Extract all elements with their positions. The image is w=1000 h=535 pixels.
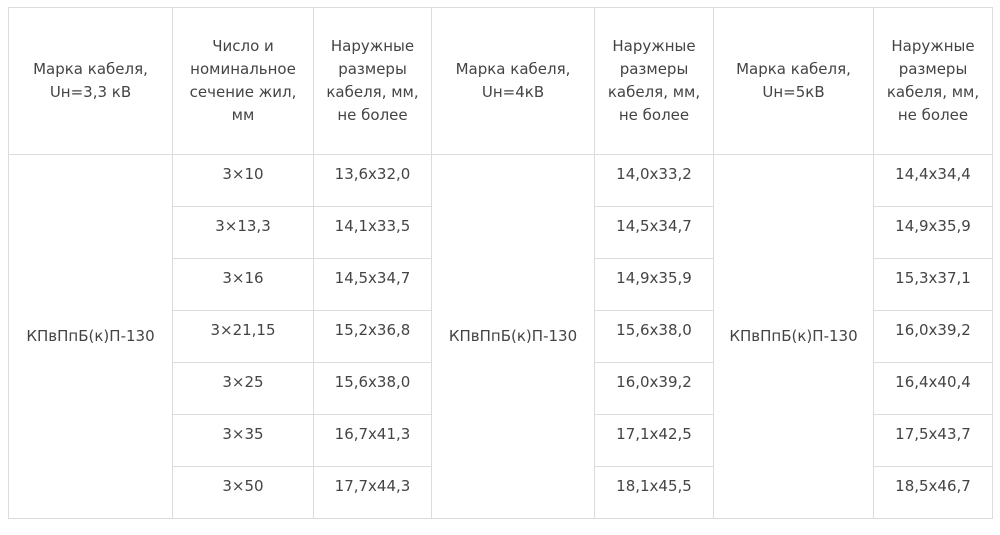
- size-3-3kv-cell: 17,7x44,3: [313, 466, 432, 519]
- brand-3-3kv-cell: КПвПпБ(к)П-130: [8, 154, 173, 519]
- size-4kv-cell: 17,1x42,5: [594, 414, 714, 467]
- table-row: 3×35 16,7x41,3 17,1x42,5 17,5x43,7: [9, 414, 993, 467]
- header-brand-3-3kv: Марка кабеля, Uн=3,3 кВ: [8, 7, 173, 155]
- size-4kv-cell: 14,9x35,9: [594, 258, 714, 311]
- size-5kv-cell: 16,4x40,4: [873, 362, 993, 415]
- table-row: КПвПпБ(к)П-130 3×10 13,6x32,0 КПвПпБ(к)П-13…: [8, 154, 993, 519]
- cable-dimensions-table: Марка кабеля, Uн=3,3 кВ Число и номиналь…: [8, 7, 993, 519]
- header-section: Число и номинальное сечение жил, мм: [172, 7, 314, 155]
- size-5kv-cell: 14,9x35,9: [873, 206, 993, 259]
- size-5kv-cell: 16,0x39,2: [873, 310, 993, 363]
- section-cell: 3×16: [172, 258, 314, 311]
- section-cell: 3×10: [172, 154, 314, 207]
- header-size-5kv: Наружные размеры кабеля, мм, не более: [873, 7, 993, 155]
- size-4kv-cell: 14,0x33,2: [594, 154, 714, 207]
- header-brand-4kv: Марка кабеля, Uн=4кВ: [431, 7, 595, 155]
- size-4kv-cell: 18,1x45,5: [594, 466, 714, 519]
- size-3-3kv-cell: 14,5x34,7: [313, 258, 432, 311]
- size-3-3kv-cell: 13,6x32,0: [313, 154, 432, 207]
- section-cell: 3×50: [172, 466, 314, 519]
- section-cell: 3×25: [172, 362, 314, 415]
- size-3-3kv-cell: 14,1x33,5: [313, 206, 432, 259]
- table-row: 3×21,15 15,2x36,8 15,6x38,0 16,0x39,2: [9, 310, 993, 363]
- section-cell: 3×21,15: [172, 310, 314, 363]
- size-4kv-cell: 14,5x34,7: [594, 206, 714, 259]
- table-row: 3×25 15,6x38,0 16,0x39,2 16,4x40,4: [9, 362, 993, 415]
- table-row: 3×13,3 14,1x33,5 14,5x34,7 14,9x35,9: [9, 206, 993, 259]
- header-brand-5kv: Марка кабеля, Uн=5кВ: [713, 7, 874, 155]
- size-4kv-cell: 15,6x38,0: [594, 310, 714, 363]
- table-row: 3×50 17,7x44,3 18,1x45,5 18,5x46,7: [9, 466, 993, 519]
- brand-4kv-cell: КПвПпБ(к)П-130: [431, 154, 595, 519]
- size-5kv-cell: 17,5x43,7: [873, 414, 993, 467]
- header-row: Марка кабеля, Uн=3,3 кВ Число и номиналь…: [8, 7, 993, 155]
- table-row: 3×16 14,5x34,7 14,9x35,9 15,3x37,1: [9, 258, 993, 311]
- size-5kv-cell: 18,5x46,7: [873, 466, 993, 519]
- section-cell: 3×13,3: [172, 206, 314, 259]
- brand-5kv-cell: КПвПпБ(к)П-130: [713, 154, 874, 519]
- size-4kv-cell: 16,0x39,2: [594, 362, 714, 415]
- section-cell: 3×35: [172, 414, 314, 467]
- size-5kv-cell: 14,4x34,4: [873, 154, 993, 207]
- header-size-4kv: Наружные размеры кабеля, мм, не более: [594, 7, 714, 155]
- size-3-3kv-cell: 15,2x36,8: [313, 310, 432, 363]
- size-3-3kv-cell: 16,7x41,3: [313, 414, 432, 467]
- size-5kv-cell: 15,3x37,1: [873, 258, 993, 311]
- size-3-3kv-cell: 15,6x38,0: [313, 362, 432, 415]
- header-size-3-3kv: Наружные размеры кабеля, мм, не более: [313, 7, 432, 155]
